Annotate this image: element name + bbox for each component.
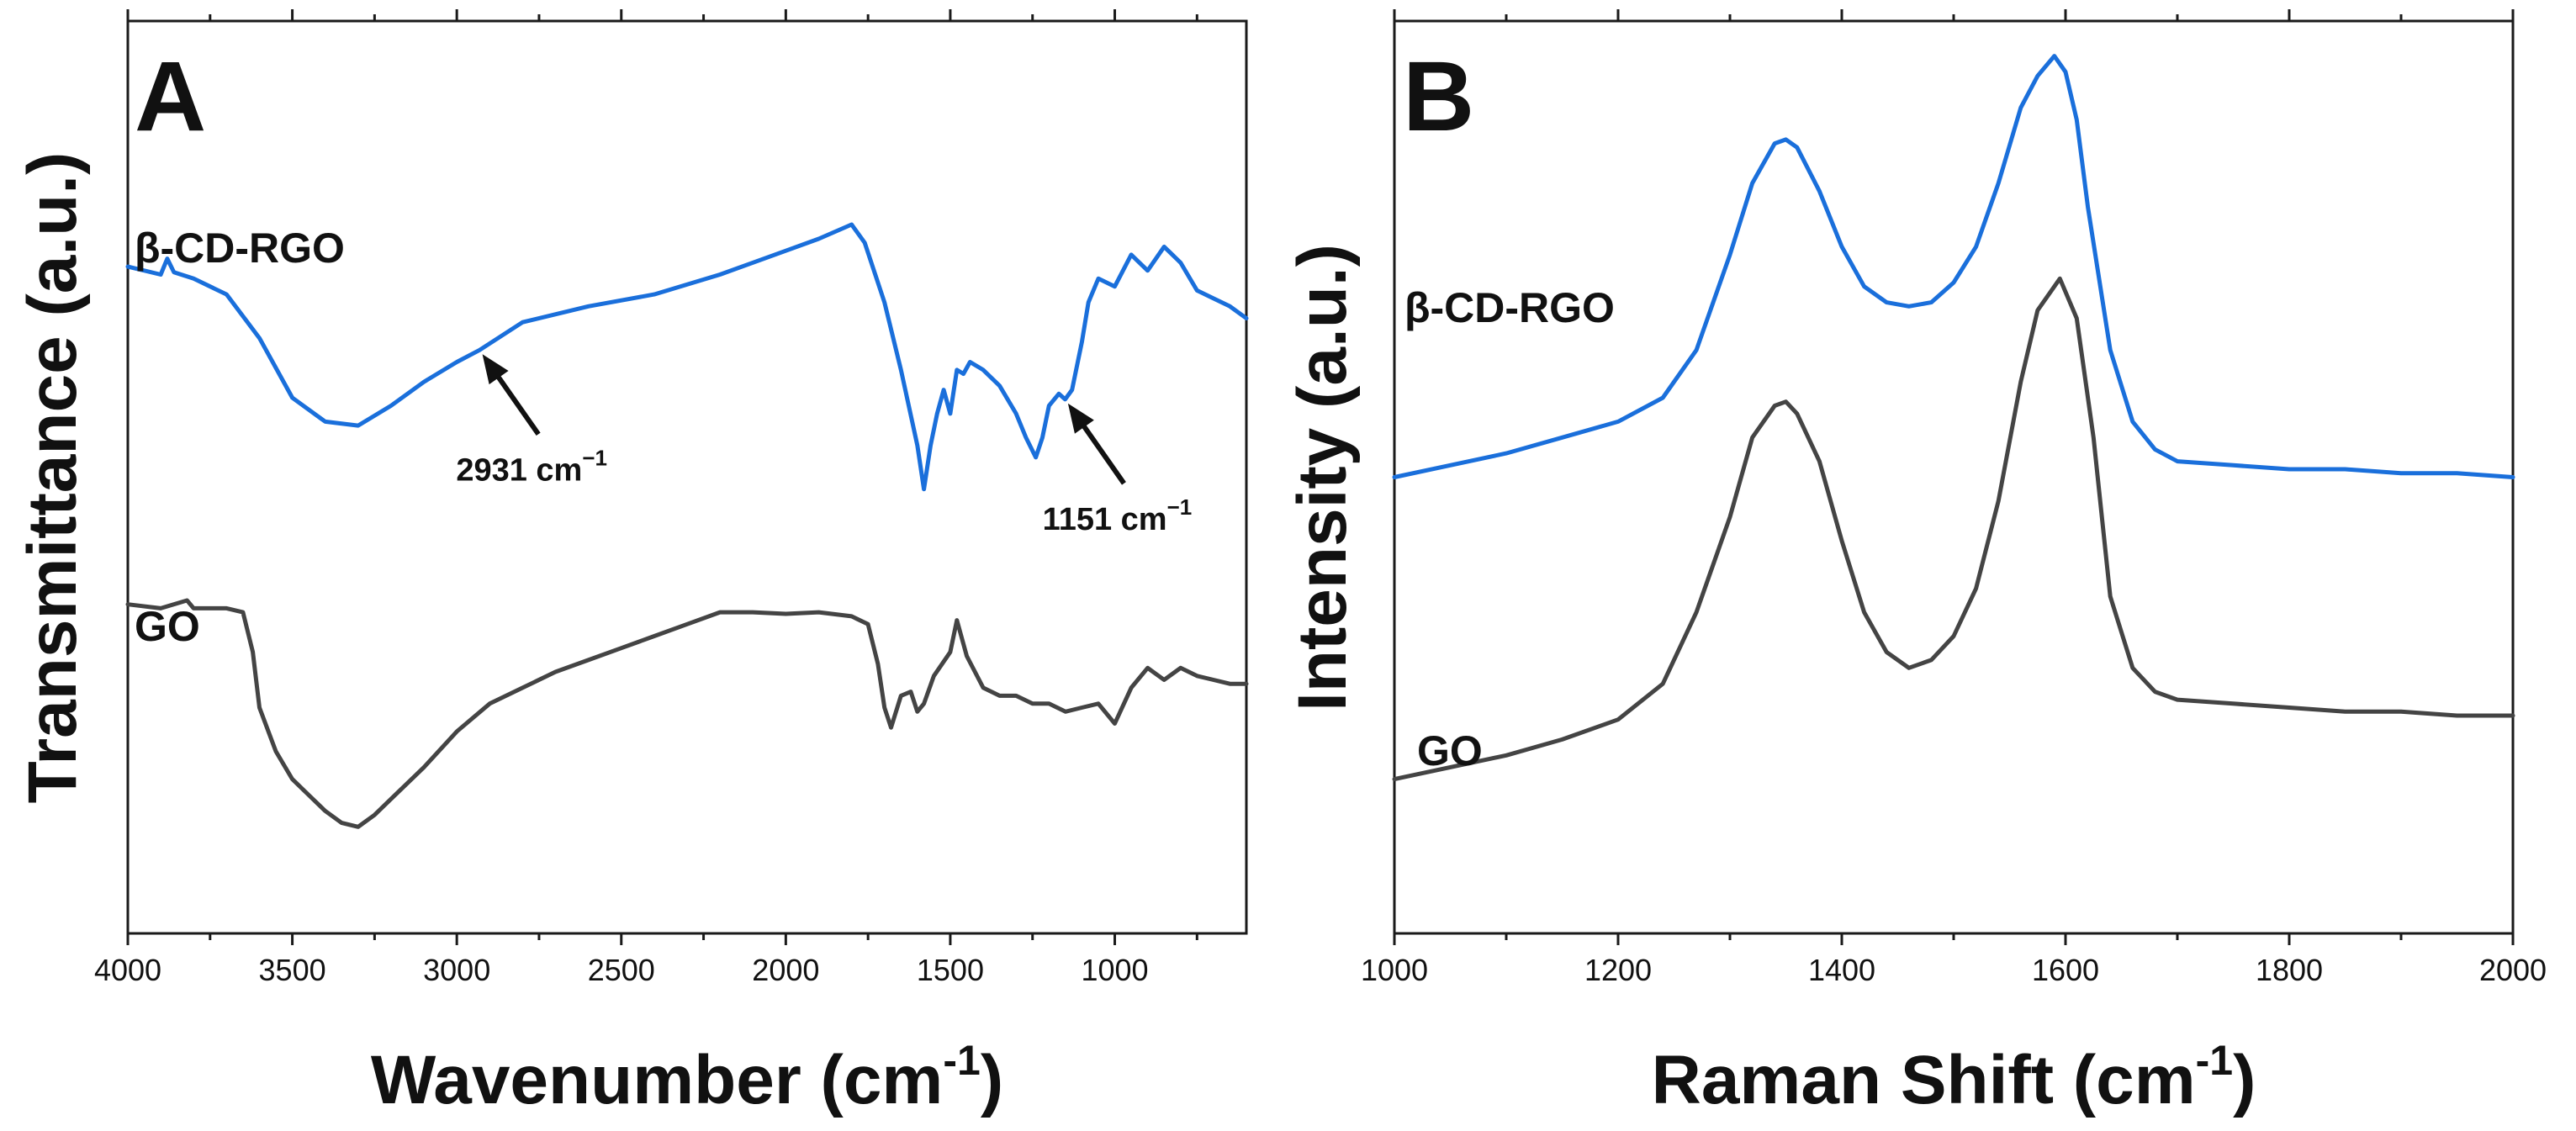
panel-b-tick-label: 1200: [1584, 953, 1652, 987]
panel-a-x-axis-title-main: Wavenumber (cm: [371, 1042, 943, 1118]
panel-b-label-go: GO: [1417, 727, 1483, 774]
panel-a-x-axis-title-sup: -1: [943, 1037, 980, 1084]
panel-a-label-bcd-rgo: β-CD-RGO: [135, 225, 345, 272]
annotation-label-1: 2931 cm−1: [456, 445, 607, 488]
panel-b-tick-label: 1600: [2032, 953, 2099, 987]
panel-a-x-ticks: 4000 3500 3000 2500 2000 1500 1000: [94, 9, 1198, 987]
annotation-label-value: 2931 cm: [456, 452, 582, 488]
annotation-label-2: 1151 cm−1: [1043, 494, 1193, 537]
annotation-arrowhead-1: [482, 354, 509, 385]
panel-a-tick-label: 2000: [752, 953, 819, 987]
panel-a-tick-label: 4000: [94, 953, 161, 987]
panel-a-x-axis-title-close: ): [981, 1042, 1003, 1118]
panel-a-tick-label: 3000: [423, 953, 490, 987]
annotation-label-value: 1151 cm: [1043, 502, 1167, 537]
panel-b-series-go-line: [1392, 276, 2515, 782]
panel-b-y-axis-title: Intensity (a.u.): [1284, 244, 1361, 711]
annotation-arrowhead-2: [1067, 403, 1094, 434]
panel-b-tick-label: 1400: [1808, 953, 1875, 987]
annotation-arrow-2: [1075, 415, 1126, 485]
panel-a-series-bcd-rgo-line: [125, 222, 1249, 492]
panel-b-tick-label: 1800: [2256, 953, 2323, 987]
panel-b-x-axis-title-close: ): [2233, 1042, 2256, 1118]
panel-a-series-go-line: [125, 598, 1249, 829]
panel-a-x-axis-title: Wavenumber (cm-1): [371, 1037, 1003, 1118]
panel-a-frame: [126, 19, 1248, 935]
panel-a-tick-label: 2500: [588, 953, 655, 987]
panel-a-tick-label: 3500: [259, 953, 326, 987]
panel-a-y-axis-title: Transmittance (a.u.): [14, 152, 91, 804]
panel-b-x-axis-title-main: Raman Shift (cm: [1652, 1042, 2196, 1118]
panel-b-tick-label: 2000: [2479, 953, 2547, 987]
panel-a-label-go: GO: [135, 603, 200, 650]
annotation-arrow-1: [489, 366, 541, 436]
panel-b-series-bcd-rgo-line: [1392, 54, 2515, 479]
panel-b-x-axis-title-sup: -1: [2196, 1037, 2233, 1084]
panel-b-curves: [1392, 54, 2515, 782]
panel-a-letter: A: [135, 41, 206, 152]
annotation-label-sup: −1: [1167, 494, 1193, 520]
panel-b: B 1000 1200 1400 1600 1800 2000 β-CD-RGO GO I…: [1284, 9, 2547, 1118]
panel-b-x-axis-title: Raman Shift (cm-1): [1652, 1037, 2256, 1118]
panel-b-tick-label: 1000: [1361, 953, 1428, 987]
panel-a-tick-label: 1000: [1081, 953, 1148, 987]
panel-a-curves: [125, 222, 1249, 829]
panel-b-x-ticks: 1000 1200 1400 1600 1800 2000: [1361, 9, 2547, 987]
annotation-label-sup: −1: [582, 445, 607, 470]
panel-b-label-bcd-rgo: β-CD-RGO: [1404, 284, 1615, 331]
panel-a-tick-label: 1500: [917, 953, 984, 987]
panel-b-letter: B: [1403, 41, 1474, 152]
panel-a: A 4000 3500 3000 2500 2000 1500 1000 2931 cm−1…: [14, 9, 1249, 1118]
